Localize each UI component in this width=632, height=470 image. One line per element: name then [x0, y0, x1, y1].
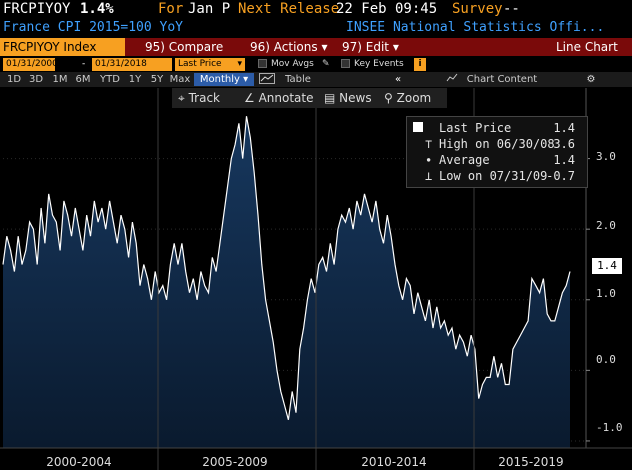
magnifier-icon: ⚲	[384, 91, 393, 105]
mov-avgs-checkbox[interactable]	[258, 59, 267, 68]
average-value: 1.4	[553, 153, 575, 167]
annotate-tool[interactable]: ∠ Annotate	[244, 90, 314, 106]
ticker: FRCPIYOY	[3, 1, 71, 17]
chart-content-button[interactable]: Chart Content	[466, 74, 538, 85]
chart-legend: Last Price 1.4 ⊤ High on 06/30/08 3.6 ∙ …	[406, 116, 588, 188]
period-toolbar: 1D 3D 1M 6M YTD 1Y 5Y Max Monthly ▾ Tabl…	[0, 72, 632, 87]
menu-bar: FRCPIYOY Index 95) Compare 96) Actions ▾…	[0, 38, 632, 56]
x-axis-label: 2000-2004	[46, 455, 112, 469]
last-price-swatch	[413, 121, 423, 135]
high-label: High on 06/30/08	[439, 137, 555, 151]
period-5y[interactable]: 5Y	[150, 74, 164, 85]
gear-icon[interactable]: ⚙	[586, 74, 596, 85]
average-label: Average	[439, 153, 490, 167]
track-label: Track	[188, 91, 220, 105]
for-label: For	[158, 1, 184, 17]
edit-menu[interactable]: 97) Edit ▾	[342, 38, 399, 56]
pen-icon: ∠	[244, 91, 255, 105]
crosshair-icon: ⌖	[178, 91, 185, 105]
range-separator: -	[82, 59, 86, 69]
end-date-input[interactable]: 01/31/2018	[92, 58, 172, 71]
last-price-label: Last Price	[439, 121, 512, 135]
period-max[interactable]: Max	[169, 74, 191, 85]
low-marker-icon: ⊥	[425, 169, 433, 183]
period-1m[interactable]: 1M	[52, 74, 68, 85]
price-chart[interactable]	[0, 88, 632, 470]
compare-menu[interactable]: 95) Compare	[145, 40, 224, 54]
y-tick-label: -1.0	[596, 421, 623, 434]
next-release-time: 22 Feb 09:45	[336, 1, 438, 17]
key-events-label: Key Events	[354, 59, 404, 69]
info-icon[interactable]: i	[414, 58, 426, 71]
last-value-tag: 1.4	[592, 258, 622, 274]
low-value: -0.7	[546, 169, 575, 183]
current-value: 1.4%	[80, 1, 114, 17]
frequency-select[interactable]: Monthly ▾	[194, 73, 254, 86]
news-icon: ▤	[324, 91, 336, 105]
survey-label: Survey	[452, 1, 503, 17]
chevron-down-icon: ▾	[392, 40, 399, 54]
period-6m[interactable]: 6M	[75, 74, 91, 85]
y-tick-label: 2.0	[596, 219, 616, 232]
description: France CPI 2015=100 YoY	[3, 20, 184, 35]
chevron-down-icon: ▾	[243, 74, 249, 85]
zoom-label: Zoom	[396, 91, 432, 105]
low-label: Low on 07/31/09	[439, 169, 548, 183]
index-field[interactable]: FRCPIYOY Index	[0, 38, 125, 56]
zoom-tool[interactable]: ⚲ Zoom	[384, 90, 431, 106]
x-axis-label: 2010-2014	[361, 455, 427, 469]
pencil-icon[interactable]: ✎	[322, 59, 330, 69]
news-tool[interactable]: ▤ News	[324, 90, 372, 106]
key-events-checkbox[interactable]	[341, 59, 350, 68]
track-tool[interactable]: ⌖ Track	[178, 90, 220, 106]
security-description: France CPI 2015=100 YoY INSEE National S…	[0, 19, 632, 37]
mov-avgs-label: Mov Avgs	[271, 59, 314, 69]
frequency-label: Monthly	[199, 74, 240, 85]
y-tick-label: 1.0	[596, 287, 616, 300]
actions-label: 96) Actions	[250, 40, 318, 54]
survey-value: --	[503, 1, 520, 17]
period: Jan P	[188, 1, 231, 17]
chart-tools: ⌖ Track ∠ Annotate ▤ News ⚲ Zoom	[172, 88, 447, 108]
date-range-bar: 01/31/2000 - 01/31/2018 Last Price ▾ Mov …	[0, 57, 632, 72]
period-3d[interactable]: 3D	[28, 74, 44, 85]
start-date-input[interactable]: 01/31/2000	[3, 58, 58, 71]
field-label: Last Price	[178, 59, 222, 69]
period-1y[interactable]: 1Y	[128, 74, 142, 85]
y-tick-label: 3.0	[596, 150, 616, 163]
field-select[interactable]: Last Price ▾	[175, 58, 245, 71]
y-tick-label: 0.0	[596, 353, 616, 366]
series-line	[2, 116, 571, 420]
last-price-value: 1.4	[553, 121, 575, 135]
source: INSEE National Statistics Offi...	[346, 20, 605, 35]
chevron-down-icon: ▾	[321, 40, 328, 54]
high-value: 3.6	[553, 137, 575, 151]
annotate-label: Annotate	[258, 91, 314, 105]
chevron-down-icon: ▾	[237, 59, 242, 69]
period-1d[interactable]: 1D	[6, 74, 22, 85]
collapse-icon[interactable]: «	[394, 74, 402, 85]
edit-label: 97) Edit	[342, 40, 390, 54]
series-area	[3, 116, 570, 448]
next-release-label: Next Release	[238, 1, 340, 17]
chart-content-icon	[446, 73, 458, 86]
table-button[interactable]: Table	[285, 74, 311, 85]
chart-type[interactable]: Line Chart	[556, 40, 618, 54]
news-label: News	[339, 91, 372, 105]
x-axis-label: 2015-2019	[498, 455, 564, 469]
x-axis-label: 2005-2009	[202, 455, 268, 469]
line-chart-icon[interactable]	[256, 73, 278, 86]
period-ytd[interactable]: YTD	[100, 74, 120, 85]
actions-menu[interactable]: 96) Actions ▾	[250, 38, 327, 56]
security-header: FRCPIYOY 1.4% For Jan P Next Release 22 …	[0, 0, 632, 20]
average-marker-icon: ∙	[425, 153, 433, 167]
high-marker-icon: ⊤	[425, 137, 433, 151]
